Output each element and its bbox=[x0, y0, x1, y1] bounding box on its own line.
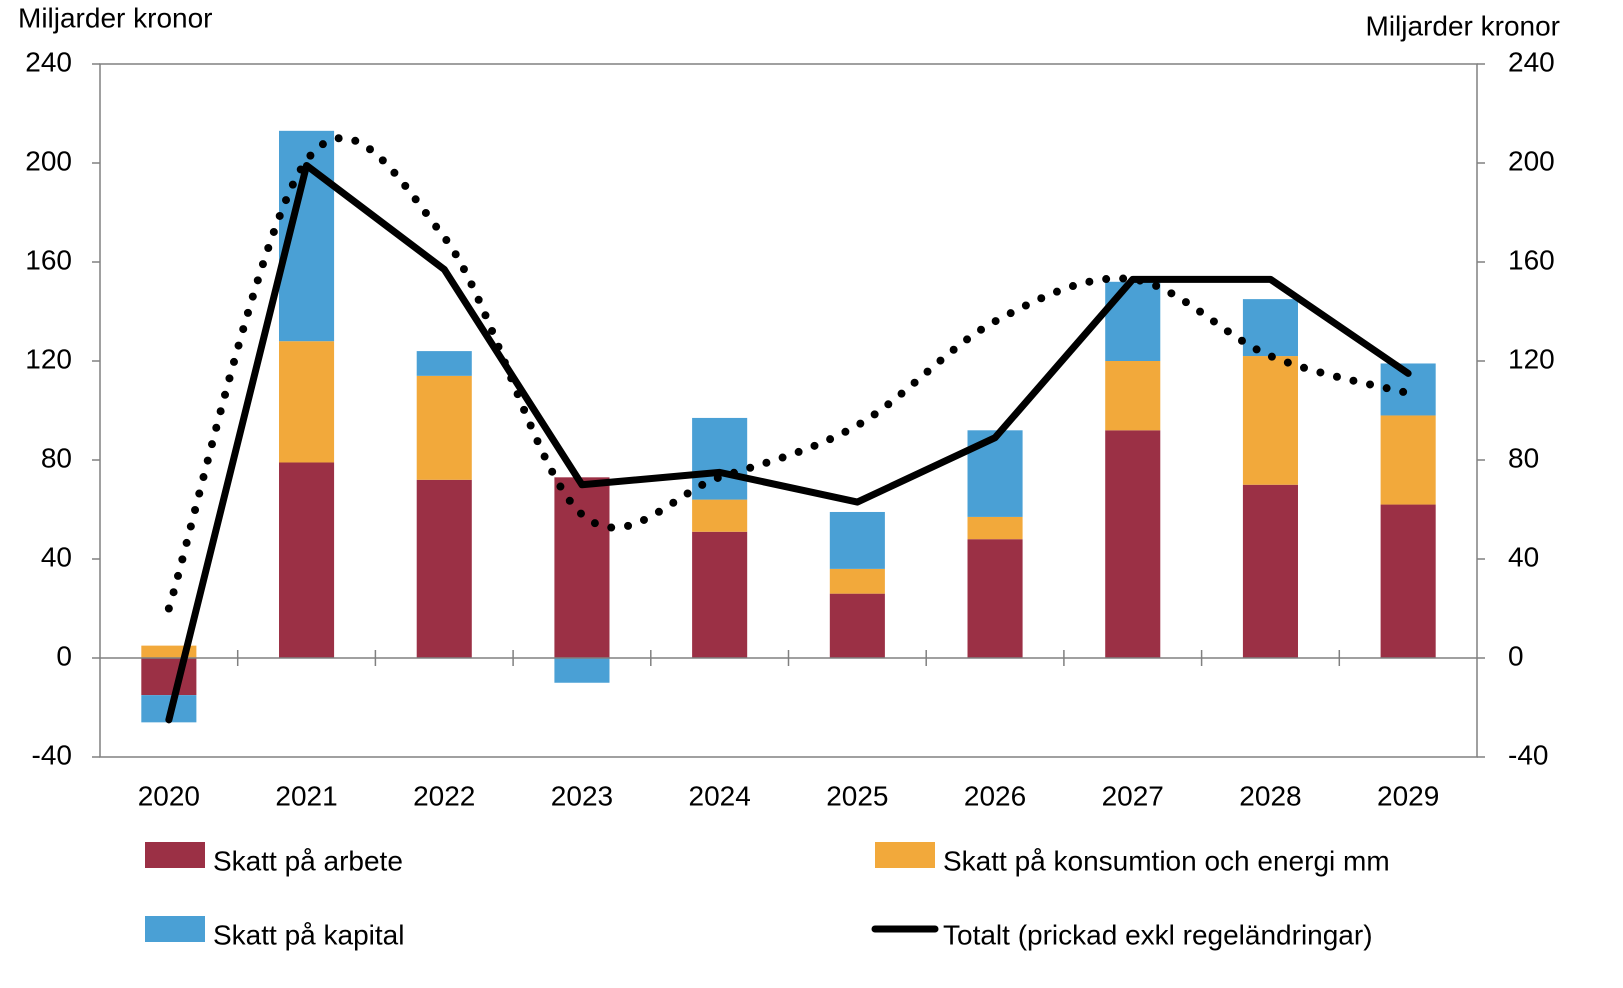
y-tick-label: 40 bbox=[41, 541, 72, 572]
bar bbox=[279, 341, 335, 463]
y2-tick-label: 80 bbox=[1508, 442, 1539, 473]
x-tick-label: 2025 bbox=[826, 780, 888, 811]
y2-tick-label: 240 bbox=[1508, 46, 1555, 77]
dotted-line bbox=[164, 134, 1413, 613]
bar bbox=[279, 462, 335, 658]
legend-label: Skatt på arbete bbox=[213, 845, 403, 876]
bar bbox=[1242, 484, 1298, 658]
bar bbox=[829, 593, 885, 658]
y-tick-label: -40 bbox=[32, 739, 72, 770]
x-tick-label: 2020 bbox=[138, 780, 200, 811]
x-tick-label: 2027 bbox=[1102, 780, 1164, 811]
y2-axis-label: Miljarder kronor bbox=[1366, 10, 1561, 41]
legend-swatch bbox=[875, 842, 935, 868]
y2-tick-label: 40 bbox=[1508, 541, 1539, 572]
plot-frame bbox=[99, 63, 1478, 758]
x-tick-label: 2022 bbox=[413, 780, 475, 811]
bar bbox=[554, 658, 610, 683]
bar bbox=[416, 375, 472, 480]
x-tick-label: 2023 bbox=[551, 780, 613, 811]
x-tick-label: 2021 bbox=[275, 780, 337, 811]
y-tick-label: 240 bbox=[25, 46, 72, 77]
legend-swatch bbox=[145, 916, 205, 942]
bar bbox=[416, 351, 472, 376]
bar bbox=[554, 477, 610, 658]
bar bbox=[692, 531, 748, 658]
y2-tick-label: -40 bbox=[1508, 739, 1548, 770]
bar bbox=[1105, 361, 1161, 431]
y-axis-label: Miljarder kronor bbox=[18, 2, 213, 33]
x-tick-label: 2026 bbox=[964, 780, 1026, 811]
legend-label: Skatt på konsumtion och energi mm bbox=[943, 845, 1390, 876]
y2-tick-label: 120 bbox=[1508, 343, 1555, 374]
bar bbox=[967, 539, 1023, 658]
bar bbox=[1380, 415, 1436, 505]
y-tick-label: 80 bbox=[41, 442, 72, 473]
y-tick-label: 0 bbox=[56, 640, 72, 671]
y-tick-label: 200 bbox=[25, 145, 72, 176]
y2-tick-label: 200 bbox=[1508, 145, 1555, 176]
bar bbox=[967, 516, 1023, 540]
x-tick-label: 2029 bbox=[1377, 780, 1439, 811]
legend-label: Skatt på kapital bbox=[213, 919, 404, 950]
bar bbox=[829, 568, 885, 594]
bar bbox=[1242, 356, 1298, 485]
legend-swatch bbox=[145, 842, 205, 868]
bar bbox=[416, 479, 472, 658]
y2-tick-label: 0 bbox=[1508, 640, 1524, 671]
bar bbox=[829, 511, 885, 569]
bar bbox=[1105, 281, 1161, 361]
bar bbox=[1242, 299, 1298, 357]
bar bbox=[1105, 430, 1161, 658]
x-tick-label: 2028 bbox=[1239, 780, 1301, 811]
bar bbox=[692, 499, 748, 532]
bar bbox=[1380, 504, 1436, 658]
x-tick-label: 2024 bbox=[689, 780, 751, 811]
line bbox=[165, 161, 1412, 724]
y-tick-label: 160 bbox=[25, 244, 72, 275]
y2-tick-label: 160 bbox=[1508, 244, 1555, 275]
legend-label: Totalt (prickad exkl regeländringar) bbox=[943, 919, 1373, 950]
y-tick-label: 120 bbox=[25, 343, 72, 374]
bar bbox=[141, 658, 197, 696]
